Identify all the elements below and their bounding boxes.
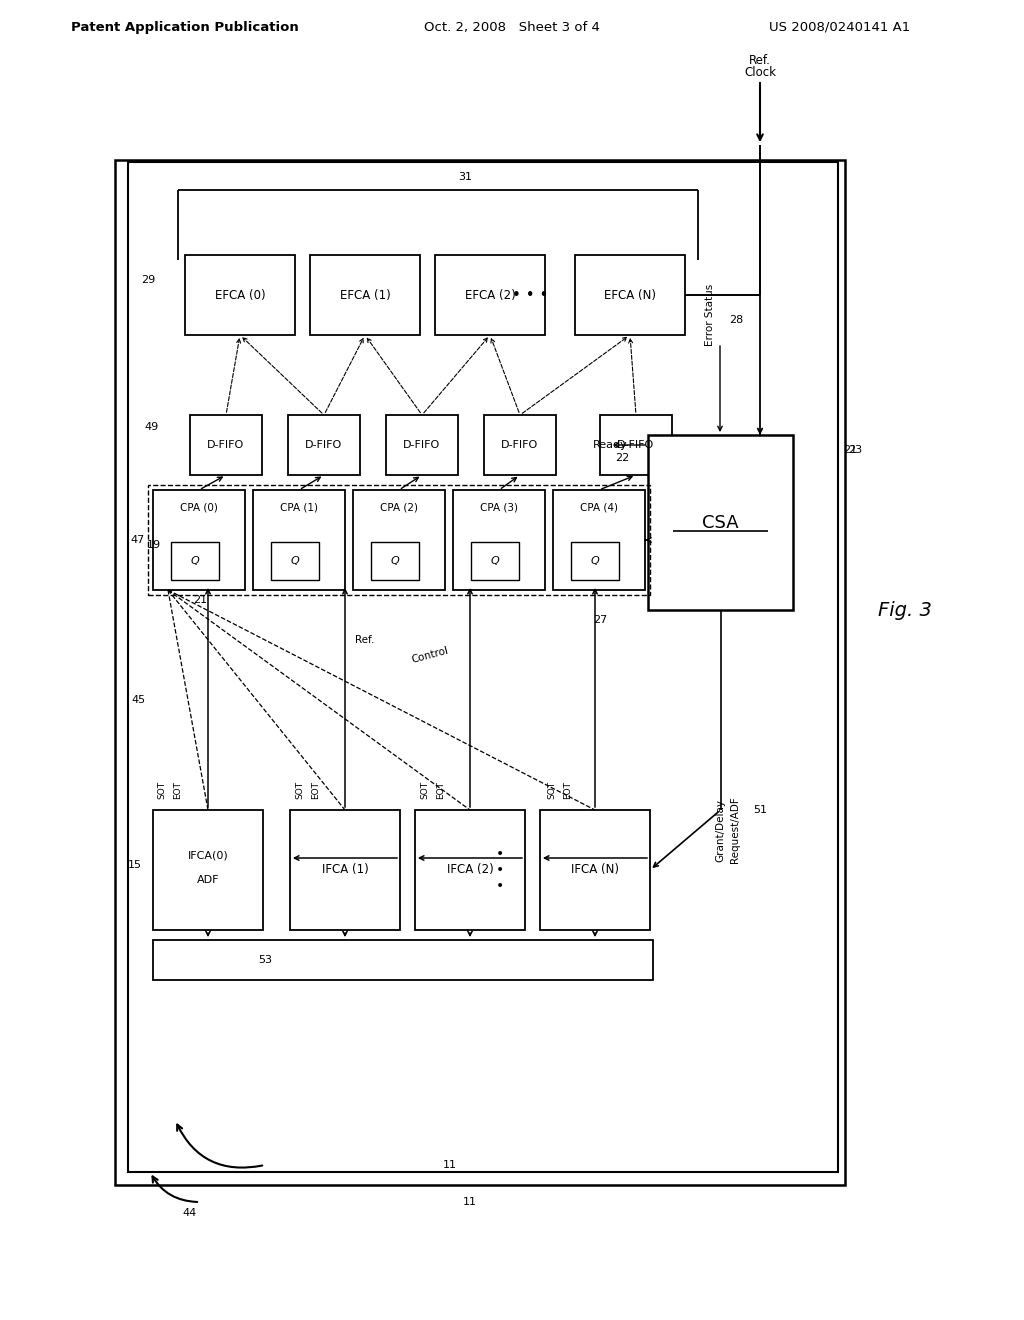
Bar [415,810,525,931]
Text: SOT: SOT [296,781,304,799]
Bar [435,255,545,335]
Bar [153,490,245,590]
Bar [271,543,319,579]
Bar [190,414,262,475]
Text: 15: 15 [128,861,142,870]
Text: 22: 22 [614,453,629,463]
Bar [128,162,838,1172]
Text: 44: 44 [183,1208,198,1218]
Bar [540,810,650,931]
Text: • • •: • • • [512,288,548,302]
Bar [386,414,458,475]
Text: 53: 53 [258,954,272,965]
Text: CPA (2): CPA (2) [380,503,418,513]
Text: 45: 45 [131,696,145,705]
Text: 21: 21 [843,445,857,455]
Bar [471,543,519,579]
Text: 23: 23 [848,445,862,455]
Text: 21: 21 [193,595,207,605]
Bar [115,160,845,1185]
Text: 11: 11 [463,1197,477,1206]
Bar [153,810,263,931]
Bar [148,484,650,595]
Text: 19: 19 [146,540,161,550]
Bar [290,810,400,931]
Text: CPA (4): CPA (4) [580,503,618,513]
Text: 31: 31 [458,172,472,182]
Text: 28: 28 [729,315,743,325]
Bar [171,543,219,579]
Text: Grant/Delay: Grant/Delay [715,799,725,862]
Text: SOT: SOT [421,781,429,799]
Text: CSA: CSA [702,513,738,532]
Text: Fig. 3: Fig. 3 [878,601,932,619]
Text: D-FIFO: D-FIFO [502,440,539,450]
Text: EFCA (N): EFCA (N) [604,289,656,301]
Text: CPA (0): CPA (0) [180,503,218,513]
Bar [600,414,672,475]
Text: EOT: EOT [311,781,321,799]
Text: D-FIFO: D-FIFO [208,440,245,450]
Bar [353,490,445,590]
Text: D-FIFO: D-FIFO [403,440,440,450]
Bar [648,436,793,610]
Text: 49: 49 [144,422,159,432]
Bar [575,255,685,335]
Text: CPA (3): CPA (3) [480,503,518,513]
Text: Control: Control [411,645,450,665]
Text: Q: Q [390,556,399,566]
Text: Ready: Ready [593,440,628,450]
Text: EFCA (2): EFCA (2) [465,289,515,301]
Text: EFCA (1): EFCA (1) [340,289,390,301]
Bar [288,414,360,475]
Text: 27: 27 [593,615,607,624]
Text: CPA (1): CPA (1) [280,503,318,513]
Text: 51: 51 [753,805,767,814]
Text: US 2008/0240141 A1: US 2008/0240141 A1 [769,21,910,33]
Bar [553,490,645,590]
Text: Error Status: Error Status [705,284,715,346]
Bar [185,255,295,335]
Text: D-FIFO: D-FIFO [617,440,654,450]
Text: 29: 29 [141,275,155,285]
Text: Q: Q [490,556,500,566]
Text: Ref.: Ref. [355,635,375,645]
Text: IFCA (N): IFCA (N) [571,863,618,876]
Text: Patent Application Publication: Patent Application Publication [71,21,299,33]
Text: Q: Q [190,556,200,566]
Text: IFCA (2): IFCA (2) [446,863,494,876]
Text: SOT: SOT [548,781,556,799]
Bar [484,414,556,475]
Text: EOT: EOT [173,781,182,799]
Text: Oct. 2, 2008   Sheet 3 of 4: Oct. 2, 2008 Sheet 3 of 4 [424,21,600,33]
Text: Clock: Clock [744,66,776,79]
Text: Ref.: Ref. [750,54,771,66]
Text: D-FIFO: D-FIFO [305,440,343,450]
Bar [310,255,420,335]
Text: EOT: EOT [563,781,572,799]
Text: ADF: ADF [197,875,219,884]
Text: •
•
•: • • • [496,847,504,894]
Text: 47: 47 [131,535,145,545]
Text: EOT: EOT [436,781,445,799]
Text: EFCA (0): EFCA (0) [215,289,265,301]
Text: Q: Q [291,556,299,566]
Bar [371,543,419,579]
Text: IFCA(0): IFCA(0) [187,851,228,861]
Text: Q: Q [591,556,599,566]
Text: SOT: SOT [158,781,167,799]
Bar [571,543,618,579]
Text: IFCA (1): IFCA (1) [322,863,369,876]
Text: Request/ADF: Request/ADF [730,797,740,863]
Bar [153,940,653,979]
Bar [453,490,545,590]
Bar [253,490,345,590]
Text: 11: 11 [443,1160,457,1170]
